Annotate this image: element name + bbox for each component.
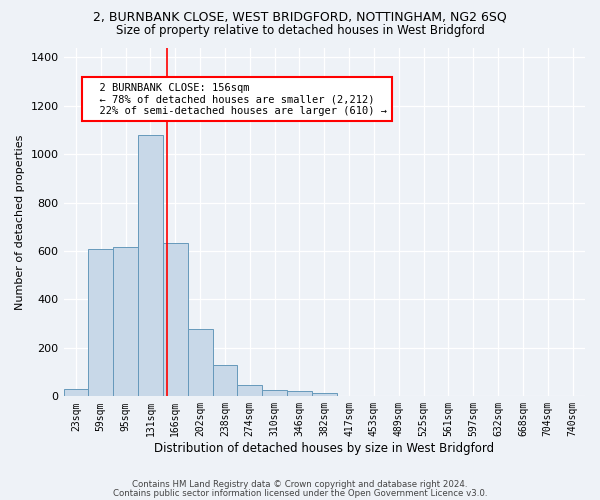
Bar (238, 386, 262, 396)
Bar (64, 389, 88, 396)
Y-axis label: Number of detached properties: Number of detached properties (15, 134, 25, 310)
Bar (88, 248, 113, 396)
Bar (113, 248, 138, 396)
Text: 2, BURNBANK CLOSE, WEST BRIDGFORD, NOTTINGHAM, NG2 6SQ: 2, BURNBANK CLOSE, WEST BRIDGFORD, NOTTI… (93, 11, 507, 24)
Text: Size of property relative to detached houses in West Bridgford: Size of property relative to detached ho… (116, 24, 484, 37)
X-axis label: Distribution of detached houses by size in West Bridgford: Distribution of detached houses by size … (154, 442, 494, 455)
Text: Contains public sector information licensed under the Open Government Licence v3: Contains public sector information licen… (113, 488, 487, 498)
Bar (163, 242, 188, 396)
Bar (287, 391, 312, 396)
Text: 2 BURNBANK CLOSE: 156sqm
  ← 78% of detached houses are smaller (2,212)
  22% of: 2 BURNBANK CLOSE: 156sqm ← 78% of detach… (87, 82, 387, 116)
Bar (312, 392, 337, 396)
Bar (188, 328, 212, 396)
Bar (262, 390, 287, 396)
Bar (138, 134, 163, 396)
Text: Contains HM Land Registry data © Crown copyright and database right 2024.: Contains HM Land Registry data © Crown c… (132, 480, 468, 489)
Bar (212, 365, 238, 396)
